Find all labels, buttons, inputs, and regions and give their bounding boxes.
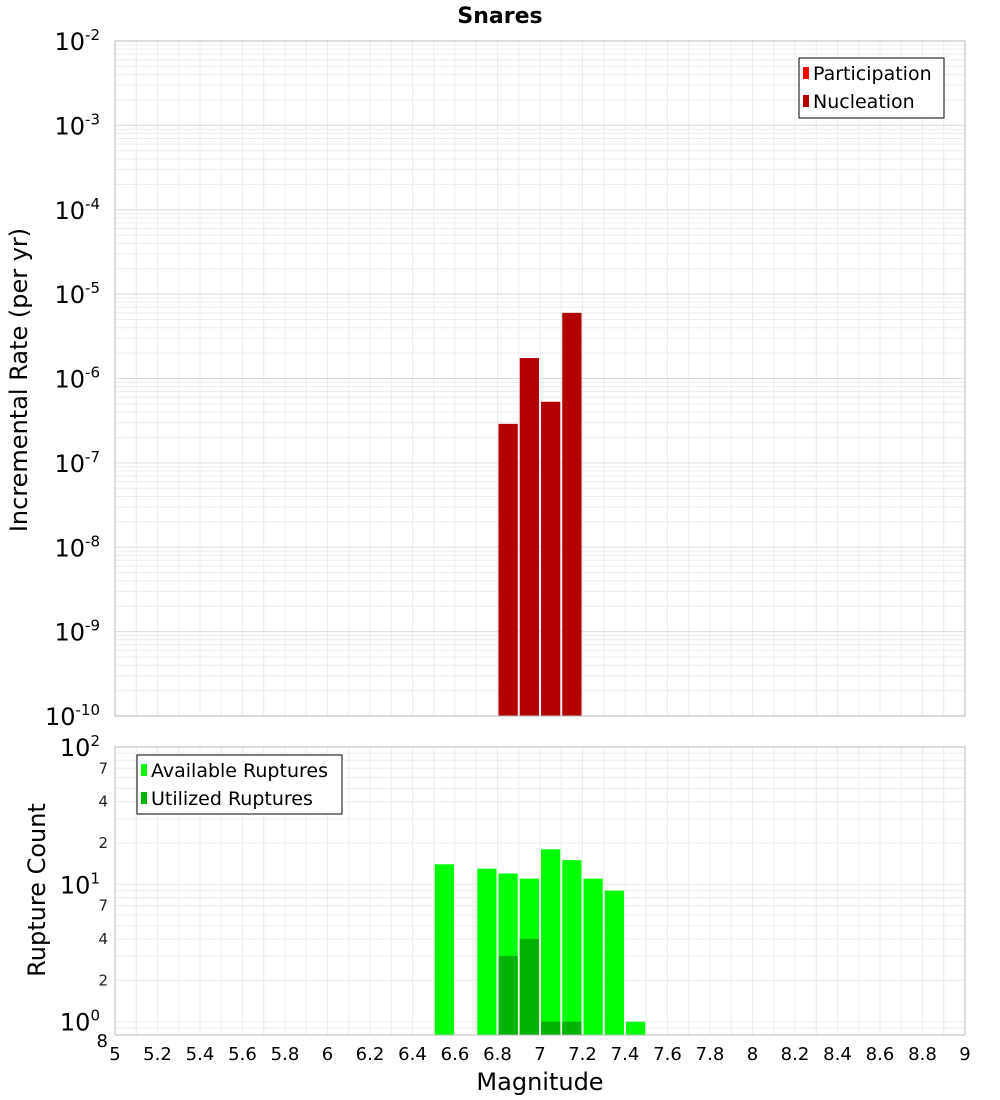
rate-y-axis-label: Incremental Rate (per yr) (5, 228, 33, 532)
legend-swatch (803, 95, 809, 107)
rate-y-tick-label: 10-5 (54, 279, 100, 309)
x-tick-label: 8 (747, 1044, 758, 1065)
count-y-minor-tick-label: 7 (98, 897, 108, 915)
x-tick-label: 6 (322, 1044, 333, 1065)
rate-gridlines (114, 41, 966, 717)
legend-swatch (141, 764, 147, 776)
rate-y-tick-label: 10-8 (54, 532, 100, 562)
rate-bar-nucleation (498, 423, 518, 716)
count-bar-available-ruptures (626, 1021, 646, 1035)
count-bar-available-ruptures (562, 860, 582, 1035)
count-y-axis-label: Rupture Count (23, 803, 51, 977)
count-y-major-tick-label: 101 (60, 869, 100, 899)
x-tick-label: 6.4 (398, 1044, 427, 1065)
rate-legend-box (798, 57, 945, 119)
count-y-minor-tick-label: 7 (98, 759, 108, 777)
x-tick-label: 6.2 (356, 1044, 385, 1065)
count-bar-utilized-ruptures (498, 956, 518, 1035)
count-plot-border (114, 746, 966, 1036)
rate-y-tick-label: 10-6 (54, 364, 100, 394)
x-tick-label: 7.8 (696, 1044, 725, 1065)
count-bar-utilized-ruptures (562, 1021, 582, 1035)
x-tick-label: 6.8 (483, 1044, 512, 1065)
count-bar-available-ruptures (477, 868, 497, 1035)
count-y-minor-tick-label: 2 (98, 971, 108, 989)
x-tick-label: 7 (534, 1044, 545, 1065)
x-tick-label: 8.4 (823, 1044, 852, 1065)
x-tick-label: 8.8 (908, 1044, 937, 1065)
x-tick-label: 6.6 (441, 1044, 470, 1065)
rate-y-tick-label: 10-10 (45, 701, 100, 731)
rate-bar-nucleation (541, 401, 561, 716)
count-bar-available-ruptures (604, 890, 624, 1035)
rate-y-tick-label: 10-7 (54, 448, 100, 478)
count-y-minor-tick-label: 4 (98, 793, 108, 811)
x-tick-label: 8.6 (866, 1044, 895, 1065)
x-tick-label: 5 (109, 1044, 120, 1065)
x-tick-label: 8.2 (781, 1044, 810, 1065)
count-bar-available-ruptures (541, 849, 561, 1035)
rate-y-tick-label: 10-9 (54, 617, 100, 647)
x-tick-label: 7.6 (653, 1044, 682, 1065)
count-legend-box (136, 754, 343, 815)
count-bar-utilized-ruptures (519, 939, 539, 1035)
rate-panel: 10-10 10-9 10-8 10-7 10-6 10-5 10-4 10-3 10-2 Par… (45, 26, 966, 731)
x-tick-label: 7.2 (568, 1044, 597, 1065)
count-y-minor-tick-label: 8 (97, 1031, 108, 1052)
legend-swatch (803, 67, 809, 79)
x-tick-label: 5.8 (271, 1044, 300, 1065)
x-tick-label: 5.6 (228, 1044, 257, 1065)
rate-y-tick-label: 10-4 (54, 195, 100, 225)
legend-label: Nucleation (813, 91, 915, 113)
x-tick-label: 5.4 (186, 1044, 215, 1065)
rate-y-tick-label: 10-2 (54, 26, 100, 56)
x-axis-label: Magnitude (476, 1068, 603, 1096)
rate-bar-nucleation (519, 357, 539, 716)
count-gridlines (114, 746, 966, 1036)
rate-legend: Participation Nucleation (798, 57, 945, 119)
rate-plot-border (114, 40, 966, 717)
count-y-minor-tick-label: 4 (98, 930, 108, 948)
count-legend: Available Ruptures Utilized Ruptures (136, 754, 343, 815)
legend-swatch (141, 792, 147, 804)
x-tick-label: 9 (959, 1044, 970, 1065)
legend-label: Participation (813, 63, 932, 85)
chart-title: Snares (457, 4, 542, 29)
count-y-major-tick-label: 102 (60, 732, 100, 762)
x-tick-label: 5.2 (143, 1044, 172, 1065)
count-panel: 100 101 102 8 2 4 7 2 4 7 5 5.2 5.4 5.6 5.8 6 6.2 6.4 6.6 6… (60, 732, 971, 1065)
count-bar-available-ruptures (434, 864, 454, 1035)
rate-bar-nucleation (562, 312, 582, 716)
rate-y-tick-label: 10-3 (54, 110, 100, 140)
legend-label: Available Ruptures (151, 760, 328, 782)
count-y-minor-tick-label: 2 (98, 834, 108, 852)
x-tick-label: 7.4 (611, 1044, 640, 1065)
count-bar-available-ruptures (583, 878, 603, 1035)
legend-label: Utilized Ruptures (151, 788, 313, 810)
count-y-major-tick-label: 100 (60, 1007, 100, 1037)
count-bar-utilized-ruptures (541, 1021, 561, 1035)
